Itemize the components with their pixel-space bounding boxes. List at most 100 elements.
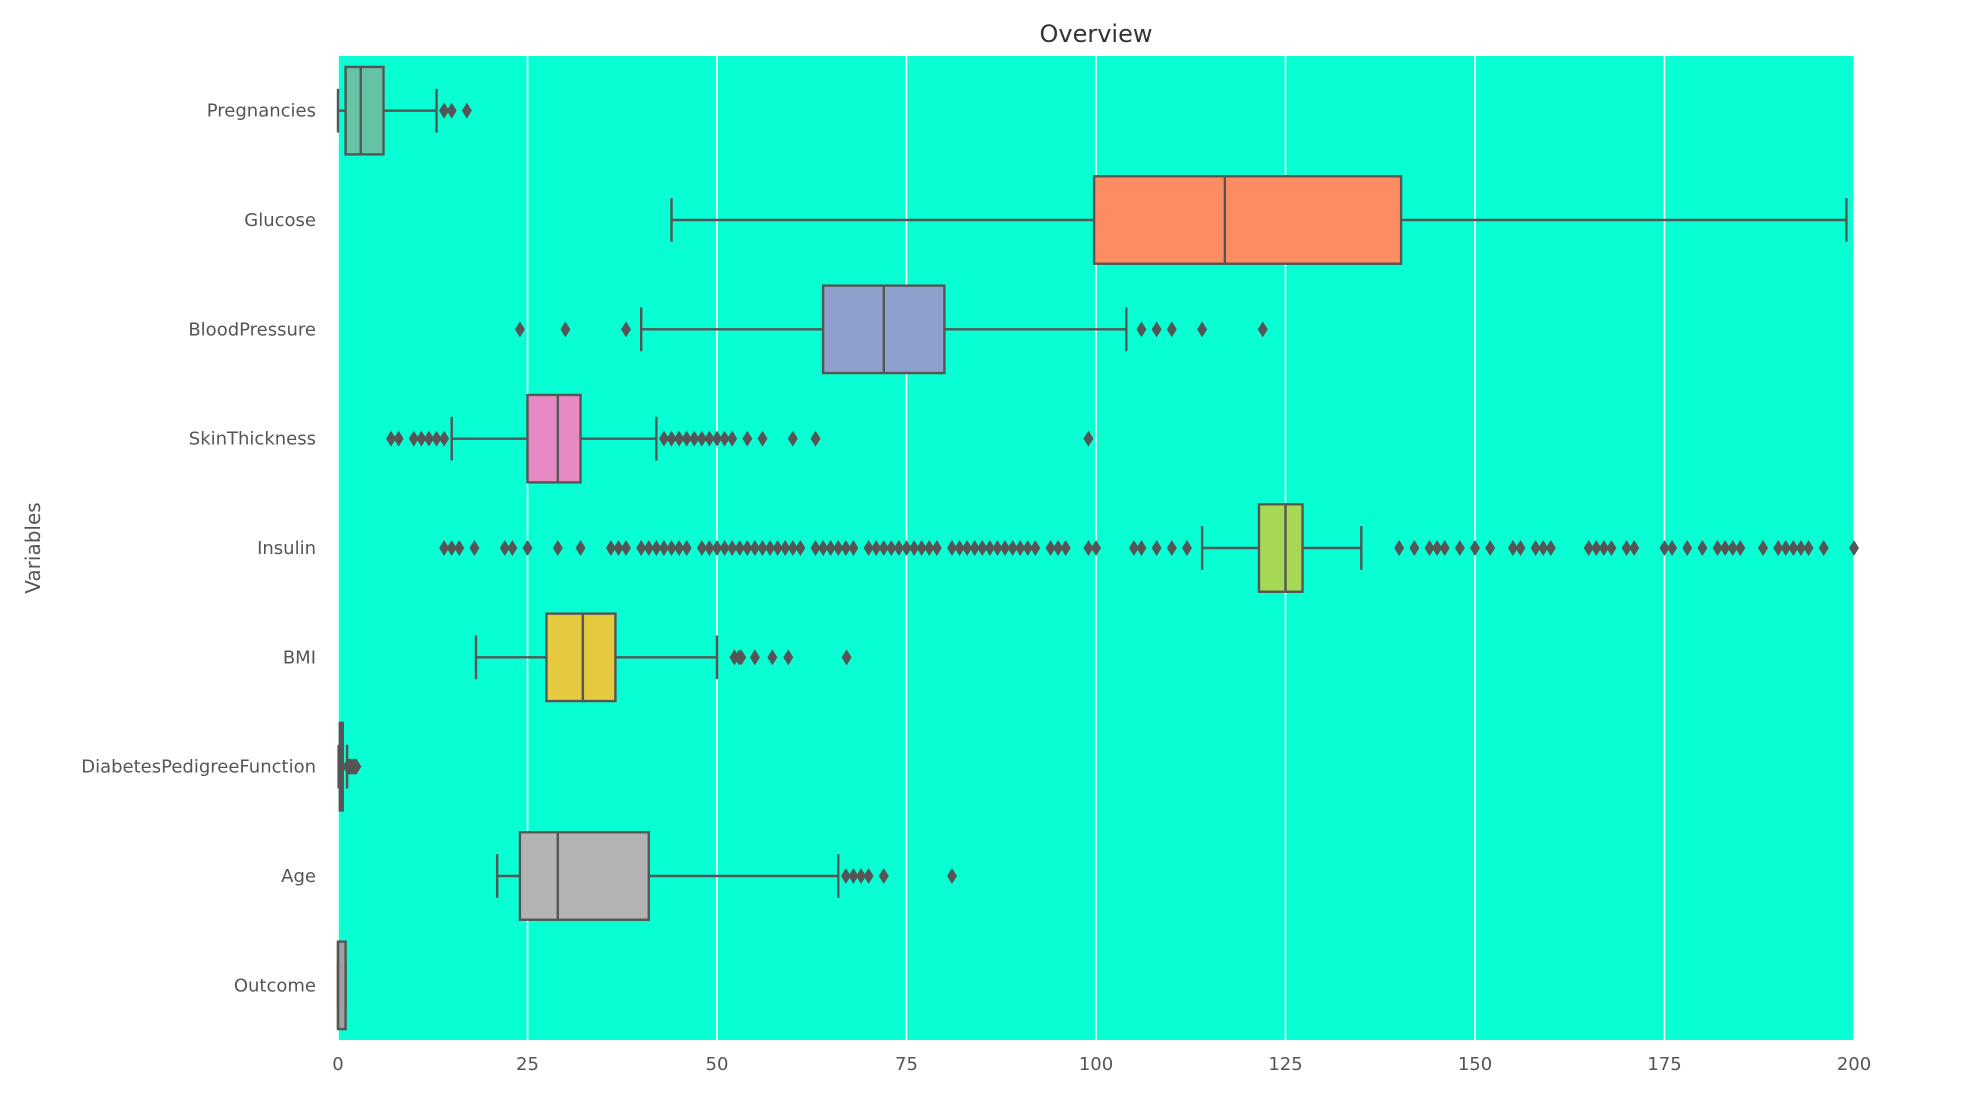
x-tick-label: 50: [706, 1054, 729, 1075]
outlier-point: [1053, 540, 1064, 556]
box-group-Pregnancies: [336, 65, 472, 156]
outlier-point: [841, 649, 852, 666]
outlier-point: [712, 430, 722, 447]
outlier-point: [736, 649, 747, 666]
outlier-point: [1515, 540, 1526, 556]
outlier-point: [1030, 540, 1041, 556]
box-group-BloodPressure: [514, 284, 1268, 375]
outlier-point: [1591, 540, 1602, 556]
outlier-point: [507, 540, 518, 556]
box-rect: [1092, 175, 1403, 265]
x-tick-label: 175: [1647, 1054, 1681, 1075]
outlier-point: [522, 540, 533, 556]
y-tick-label: Insulin: [257, 538, 316, 559]
outlier-point: [1712, 540, 1723, 556]
box-rect: [1257, 503, 1304, 593]
outlier-point: [1151, 540, 1162, 556]
outlier-point: [954, 540, 965, 556]
outlier-point: [757, 540, 768, 556]
outlier-point: [742, 540, 753, 556]
outlier-point: [992, 540, 1003, 556]
outlier-point: [984, 540, 995, 556]
outlier-point: [863, 868, 874, 884]
y-tick-label: BloodPressure: [188, 319, 316, 340]
outlier-point: [1621, 540, 1632, 556]
outlier-point: [1432, 540, 1443, 556]
y-tick-label: BMI: [283, 647, 316, 668]
outlier-point: [749, 540, 760, 556]
outlier-point: [840, 868, 851, 884]
outlier-point: [1022, 540, 1033, 556]
outlier-point: [787, 430, 798, 447]
outlier-point: [666, 430, 677, 447]
outlier-point: [780, 540, 791, 556]
outlier-point: [1409, 540, 1420, 556]
outlier-point: [552, 540, 563, 556]
outlier-point: [454, 540, 465, 556]
outlier-point: [1151, 321, 1162, 338]
outlier-point: [719, 540, 730, 556]
outlier-point: [783, 649, 794, 666]
outlier-point: [1629, 540, 1640, 556]
outlier-point: [1682, 540, 1693, 556]
outlier-point: [674, 430, 685, 447]
outlier-point: [1735, 540, 1746, 556]
x-tick-label: 200: [1837, 1054, 1871, 1075]
box-group-Age: [495, 831, 957, 921]
outlier-point: [848, 868, 859, 884]
outlier-point: [605, 540, 616, 556]
x-tick-label: 25: [516, 1054, 539, 1075]
box-group-BMI: [474, 612, 852, 703]
outlier-point: [1166, 540, 1177, 556]
outlier-point: [1720, 540, 1731, 556]
outlier-point: [825, 540, 836, 556]
outlier-point: [681, 430, 692, 447]
outlier-point: [1394, 540, 1405, 556]
outlier-point: [514, 321, 525, 338]
outlier-point: [704, 430, 715, 447]
outlier-point: [886, 540, 897, 556]
y-tick-labels: Pregnancies Glucose BloodPressure SkinThick…: [81, 101, 316, 997]
outlier-point: [1181, 540, 1192, 556]
outlier-point: [1583, 540, 1594, 556]
y-tick-label: Age: [281, 866, 316, 887]
outlier-point: [772, 540, 783, 556]
outlier-point: [1136, 540, 1147, 556]
outlier-point: [946, 540, 957, 556]
outlier-point: [1083, 430, 1094, 447]
outlier-point: [1424, 540, 1435, 556]
outlier-point: [1197, 321, 1208, 338]
outlier-point: [1545, 540, 1556, 556]
outlier-point: [1697, 540, 1708, 556]
outlier-point: [1530, 540, 1541, 556]
box-rect: [518, 831, 650, 921]
outlier-point: [386, 430, 397, 447]
outlier-point: [351, 758, 362, 775]
outlier-point: [423, 430, 434, 447]
outlier-point: [658, 540, 669, 556]
outlier-point: [704, 540, 715, 556]
outlier-point: [977, 540, 988, 556]
outlier-point: [719, 430, 730, 447]
outlier-point: [931, 540, 942, 556]
outlier-point: [818, 540, 829, 556]
x-tick-labels: 0 25 50 75 100 125 150 175 200: [332, 1054, 1871, 1075]
outlier-point: [848, 540, 859, 556]
outlier-point: [1257, 321, 1268, 338]
outlier-point: [621, 540, 632, 556]
outlier-point: [1045, 540, 1056, 556]
outlier-point: [878, 868, 889, 884]
y-tick-label: Pregnancies: [207, 101, 316, 122]
outlier-point: [1507, 540, 1518, 556]
outlier-point: [787, 540, 798, 556]
outlier-point: [1758, 540, 1769, 556]
box-group-Insulin: [439, 503, 1859, 593]
outlier-point: [810, 540, 821, 556]
outlier-point: [757, 430, 768, 447]
outlier-point: [1773, 540, 1784, 556]
outlier-point: [499, 540, 510, 556]
outlier-point: [408, 430, 419, 447]
outlier-point: [446, 102, 457, 119]
y-tick-label: Outcome: [234, 975, 316, 996]
